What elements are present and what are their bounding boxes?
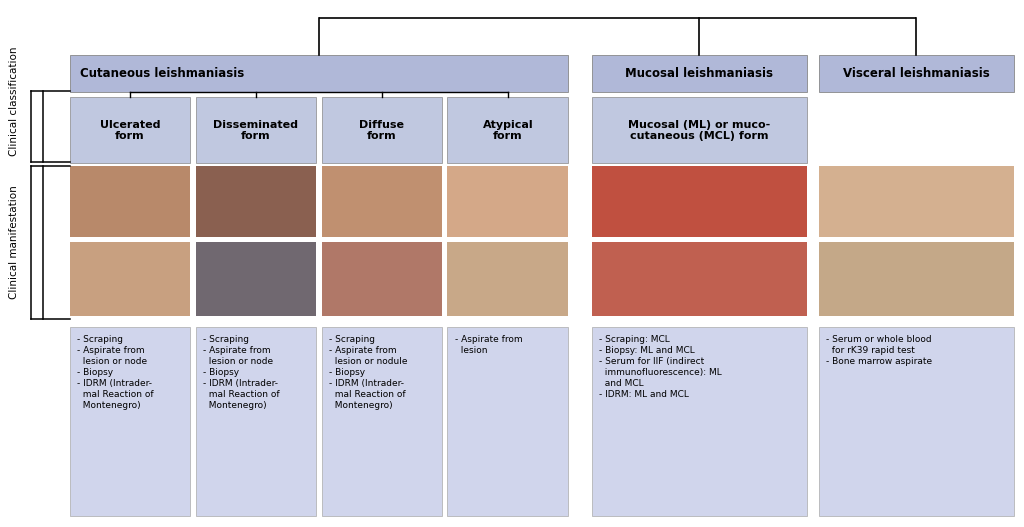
Text: Cutaneous leishmaniasis: Cutaneous leishmaniasis [80, 67, 244, 80]
Bar [447, 242, 568, 316]
FancyBboxPatch shape [322, 327, 442, 516]
FancyBboxPatch shape [322, 97, 442, 163]
Text: Disseminated
form: Disseminated form [213, 120, 299, 141]
Bar [322, 166, 442, 237]
FancyBboxPatch shape [70, 327, 190, 516]
FancyBboxPatch shape [819, 327, 1014, 516]
Text: Mucosal (ML) or muco-
cutaneous (MCL) form: Mucosal (ML) or muco- cutaneous (MCL) fo… [629, 120, 770, 141]
FancyBboxPatch shape [196, 97, 316, 163]
Text: Clinical classification: Clinical classification [9, 47, 19, 156]
Bar [196, 242, 316, 316]
FancyBboxPatch shape [196, 327, 316, 516]
Text: Atypical
form: Atypical form [482, 120, 534, 141]
FancyBboxPatch shape [70, 97, 190, 163]
Text: Diffuse
form: Diffuse form [359, 120, 404, 141]
Bar [592, 242, 807, 316]
Bar [592, 166, 807, 237]
Bar [819, 242, 1014, 316]
FancyBboxPatch shape [592, 327, 807, 516]
FancyBboxPatch shape [447, 97, 568, 163]
Text: - Scraping
- Aspirate from
  lesion or node
- Biopsy
- IDRM (Intrader-
  mal Rea: - Scraping - Aspirate from lesion or nod… [203, 335, 280, 410]
Text: - Scraping
- Aspirate from
  lesion or node
- Biopsy
- IDRM (Intrader-
  mal Rea: - Scraping - Aspirate from lesion or nod… [77, 335, 154, 410]
Text: Mucosal leishmaniasis: Mucosal leishmaniasis [626, 67, 773, 80]
Text: - Scraping
- Aspirate from
  lesion or nodule
- Biopsy
- IDRM (Intrader-
  mal R: - Scraping - Aspirate from lesion or nod… [329, 335, 408, 410]
FancyBboxPatch shape [447, 327, 568, 516]
FancyBboxPatch shape [819, 55, 1014, 92]
Bar [196, 166, 316, 237]
Text: Clinical manifestation: Clinical manifestation [9, 186, 19, 299]
Bar [322, 242, 442, 316]
Bar [819, 166, 1014, 237]
Bar [447, 166, 568, 237]
FancyBboxPatch shape [70, 55, 568, 92]
Text: Visceral leishmaniasis: Visceral leishmaniasis [843, 67, 990, 80]
FancyBboxPatch shape [592, 55, 807, 92]
Bar [70, 166, 190, 237]
FancyBboxPatch shape [592, 97, 807, 163]
Bar [70, 242, 190, 316]
Text: - Serum or whole blood
  for rK39 rapid test
- Bone marrow aspirate: - Serum or whole blood for rK39 rapid te… [826, 335, 933, 366]
Text: Ulcerated
form: Ulcerated form [99, 120, 161, 141]
Text: - Scraping: MCL
- Biopsy: ML and MCL
- Serum for IIF (indirect
  immunofluoresce: - Scraping: MCL - Biopsy: ML and MCL - S… [599, 335, 722, 399]
Text: - Aspirate from
  lesion: - Aspirate from lesion [455, 335, 522, 355]
